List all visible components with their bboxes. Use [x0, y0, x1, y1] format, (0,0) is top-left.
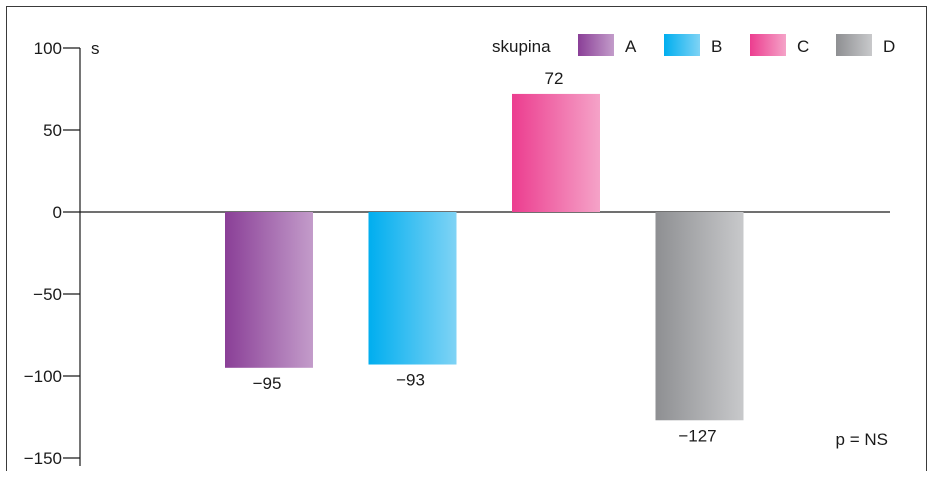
chart-frame: [6, 6, 927, 471]
bar-value-label-A: −95: [253, 374, 282, 393]
legend-label-B: B: [711, 37, 722, 56]
bar-value-label-B: −93: [396, 371, 425, 390]
y-tick-label: 50: [43, 121, 62, 140]
significance-annotation: p = NS: [836, 430, 888, 449]
y-axis-label: s: [91, 39, 100, 58]
legend-label-D: D: [883, 37, 895, 56]
legend-swatch-A: [578, 34, 614, 56]
legend-swatch-D: [836, 34, 872, 56]
bar-value-label-C: 72: [545, 69, 564, 88]
legend-swatch-C: [750, 34, 786, 56]
labels: −95 −93 72 −127 p = NS: [253, 69, 888, 449]
legend-label-A: A: [625, 37, 637, 56]
legend: skupina A B C D: [492, 34, 895, 56]
y-tick-label: 100: [34, 39, 62, 58]
y-tick-label: 0: [53, 203, 62, 222]
bar-C: [512, 93, 600, 212]
y-tick-label: −100: [24, 367, 62, 386]
bar-B: [368, 212, 457, 365]
legend-label-C: C: [797, 37, 809, 56]
legend-swatch-B: [664, 34, 700, 56]
bars: [225, 93, 744, 421]
bar-D: [655, 212, 744, 421]
legend-title: skupina: [492, 37, 551, 56]
bar-value-label-D: −127: [678, 426, 716, 445]
y-tick-label: −50: [33, 285, 62, 304]
bar-A: [225, 212, 313, 368]
y-tick-label: −150: [24, 449, 62, 468]
axes: 100 50 0 −50 −100 −150 s: [24, 39, 890, 468]
